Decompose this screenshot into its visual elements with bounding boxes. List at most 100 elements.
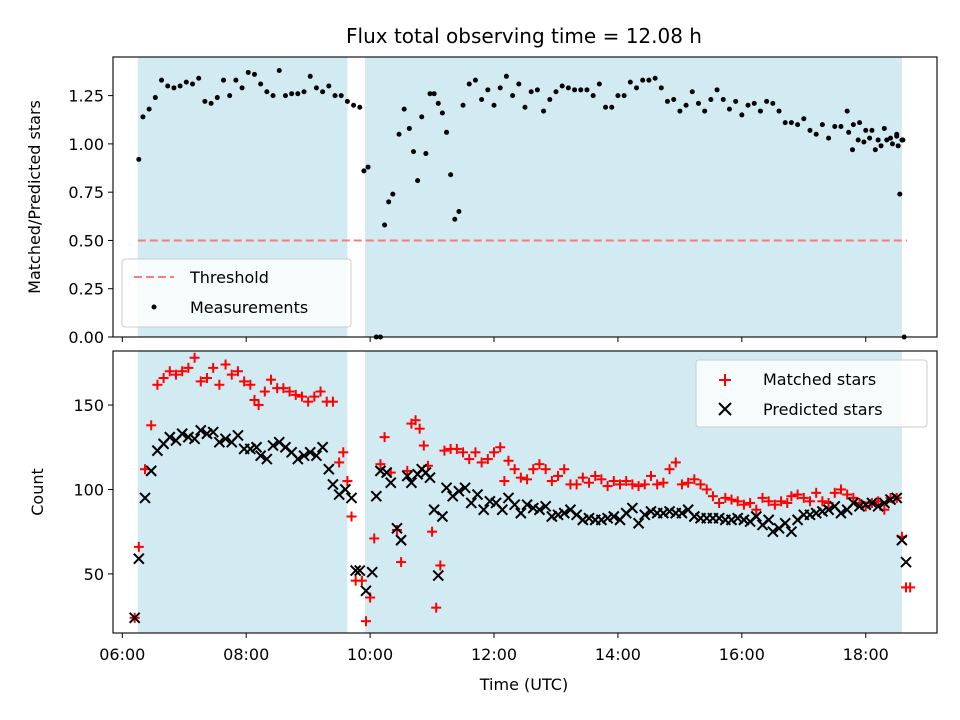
measurement-point: [640, 77, 646, 83]
predicted-star-point: [219, 433, 232, 445]
matched-star-point: [757, 492, 768, 503]
matched-star-point: [414, 423, 425, 434]
matched-star-point: [726, 494, 737, 505]
matched-star-point: [652, 479, 663, 490]
matched-star-point: [590, 470, 601, 481]
measurement-point: [136, 156, 142, 162]
matched-star-point: [391, 524, 402, 535]
predicted-star-point: [432, 569, 444, 582]
matched-star-point: [509, 464, 520, 475]
predicted-star-point: [145, 465, 157, 477]
bottom-legend-box: [695, 359, 928, 428]
bottom-axes: 50 100 150 06:00 08:00 10:00 12:00 14:00 16:00 18…: [73, 396, 888, 664]
predicted-star-point: [401, 470, 413, 482]
measurement-point: [214, 95, 220, 101]
measurement-point: [534, 87, 540, 93]
predicted-star-point: [176, 428, 188, 440]
measurement-point: [658, 85, 664, 91]
measurement-point: [227, 93, 233, 99]
measurement-point: [855, 137, 861, 143]
matched-star-point: [738, 499, 749, 510]
measurement-point: [220, 77, 226, 83]
measurement-point: [485, 87, 491, 93]
matched-star-point: [342, 476, 353, 487]
measurement-point: [875, 137, 881, 143]
measurement-point: [899, 137, 905, 143]
matched-star-point: [695, 479, 706, 490]
matched-star-point: [745, 497, 756, 508]
measurement-point: [320, 89, 326, 95]
matched-star-point: [751, 504, 762, 515]
measurement-point: [547, 96, 553, 102]
matched-star-point: [528, 464, 539, 475]
legend-threshold-label: Threshold: [189, 268, 269, 287]
predicted-star-point: [360, 585, 372, 597]
matched-star-point: [253, 400, 264, 411]
matched-star-point: [559, 464, 570, 475]
predicted-star-point: [370, 490, 383, 502]
predicted-star-point: [632, 517, 645, 529]
predicted-star-point: [195, 424, 207, 437]
predicted-star-point: [465, 497, 478, 509]
predicted-star-point: [459, 482, 471, 494]
measurement-point: [782, 120, 788, 126]
measurement-point: [239, 85, 245, 91]
x-tick-label: 08:00: [223, 645, 269, 664]
measurement-point: [838, 124, 844, 130]
matched-star-point: [707, 491, 718, 502]
measurement-point: [423, 151, 429, 157]
legend-predicted-label: Predicted stars: [763, 400, 883, 419]
matched-star-point: [817, 496, 828, 507]
predicted-star-point: [327, 478, 339, 491]
measurement-point: [872, 147, 878, 153]
x-tick-label: 06:00: [99, 645, 145, 664]
observing-window-0: [137, 351, 348, 633]
predicted-star-point: [133, 552, 145, 565]
measurement-point: [427, 91, 433, 97]
matched-star-point: [763, 496, 774, 507]
matched-star-point: [309, 391, 320, 402]
measurement-point: [541, 108, 547, 114]
matched-star-point: [431, 602, 442, 613]
matched-star-point: [786, 491, 797, 502]
predicted-star-point: [354, 564, 366, 577]
top-observing-windows: [137, 57, 902, 337]
matched-star-point: [356, 575, 367, 586]
measurement-point: [695, 100, 701, 106]
measurement-point: [497, 85, 503, 91]
matched-star-point: [515, 472, 526, 483]
matched-star-point: [848, 492, 859, 503]
measurement-point: [849, 147, 855, 153]
predicted-star-point: [254, 449, 267, 462]
measurement-point: [208, 100, 214, 106]
predicted-star-point: [405, 477, 418, 489]
measurement-point: [313, 85, 319, 91]
predicted-star-point: [896, 534, 908, 546]
measurement-point: [878, 143, 884, 149]
measurement-point: [895, 143, 901, 149]
predicted-star-point: [349, 564, 362, 577]
matched-star-point: [798, 492, 809, 503]
measurement-point: [757, 108, 763, 114]
predicted-star-point: [835, 507, 847, 519]
matched-star-point: [338, 447, 349, 458]
measurement-point: [233, 77, 239, 83]
measurement-point: [152, 95, 158, 101]
predicted-star-point: [608, 510, 620, 523]
measurement-point: [795, 122, 801, 128]
measurement-point: [733, 98, 739, 104]
predicted-star-point: [515, 507, 527, 519]
matched-star-point: [804, 496, 815, 507]
bottom-y-axis-label: Count: [28, 468, 47, 516]
measurement-point: [621, 93, 627, 99]
matched-star-point: [769, 499, 780, 510]
measurement-point: [295, 91, 301, 97]
matched-star-point: [670, 457, 681, 468]
measurement-point: [190, 81, 196, 87]
predicted-star-point: [878, 497, 891, 509]
measurement-point: [652, 75, 658, 81]
predicted-star-point: [785, 525, 798, 538]
matched-star-point: [369, 533, 380, 544]
matched-star-point: [608, 476, 619, 487]
matched-star-point: [458, 447, 469, 458]
